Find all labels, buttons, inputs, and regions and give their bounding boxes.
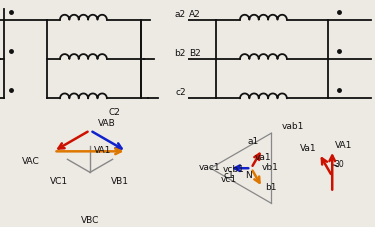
Text: va1: va1 [254,153,271,162]
Text: VBC: VBC [81,217,99,225]
Text: VB1: VB1 [111,177,129,186]
Text: VA1: VA1 [94,146,112,155]
Text: vc1: vc1 [221,175,237,184]
Text: c1: c1 [224,171,234,180]
Text: vac1: vac1 [198,163,220,172]
Text: b1: b1 [266,183,277,192]
Text: 30: 30 [334,160,344,169]
Text: VAB: VAB [98,119,116,128]
Text: C2: C2 [109,108,121,117]
Text: vb1: vb1 [261,163,278,172]
Text: c2: c2 [175,88,186,97]
Text: B2: B2 [189,49,201,58]
Text: A2: A2 [189,10,201,19]
Text: VAC: VAC [22,157,39,166]
Text: a1: a1 [248,138,259,146]
Text: VC1: VC1 [50,177,68,186]
Text: VA1: VA1 [334,141,352,150]
Text: N: N [245,171,252,180]
Text: b2: b2 [174,49,186,58]
Text: vab1: vab1 [282,122,304,131]
Text: vcb1: vcb1 [223,165,245,174]
Text: Va1: Va1 [300,144,316,153]
Text: a2: a2 [174,10,186,19]
